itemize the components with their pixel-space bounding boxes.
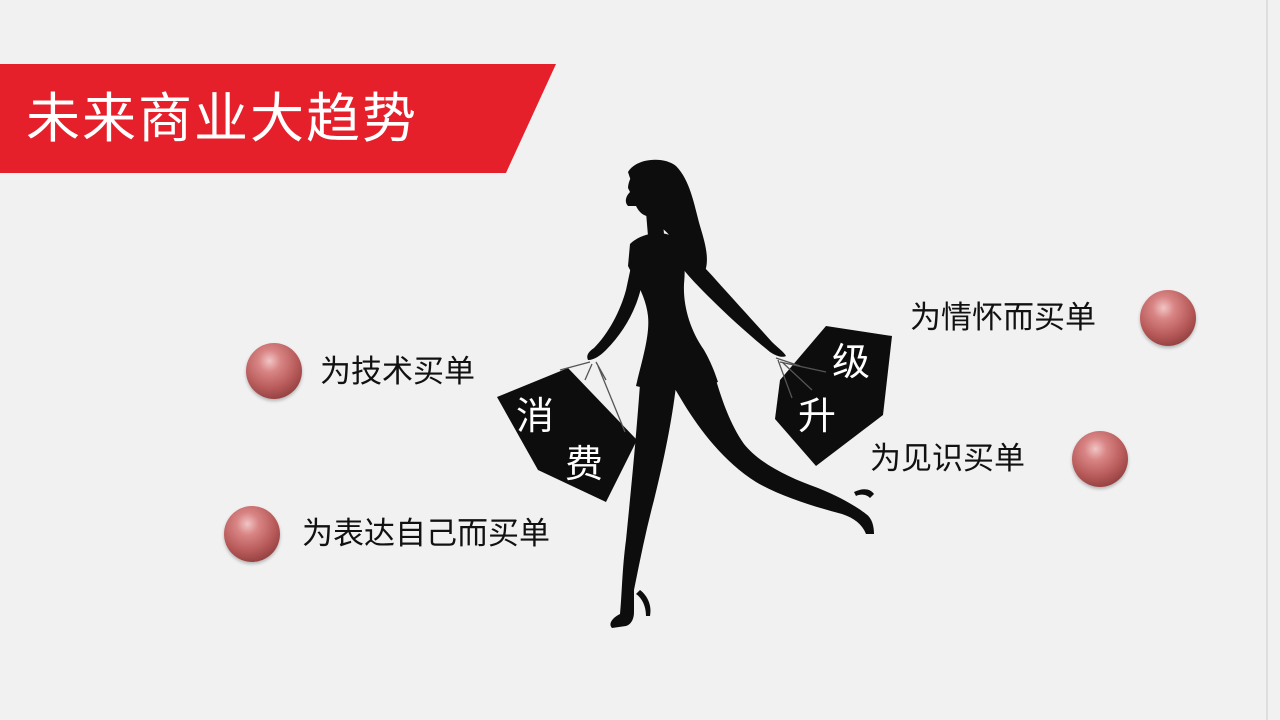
right-arm: [676, 250, 786, 357]
bag-left-char-bottom: 费: [565, 442, 604, 486]
front-leg: [610, 384, 676, 628]
right-shopping-bag: [775, 326, 892, 466]
bag-right-char-top: 级: [832, 340, 871, 384]
slide-title: 未来商业大趋势: [26, 87, 418, 150]
right-item-1-label: 为情怀而买单: [910, 300, 1096, 336]
dress: [628, 233, 718, 390]
bullet-ball-icon: [224, 506, 280, 562]
left-item-1-label: 为技术买单: [320, 354, 475, 390]
left-shopping-bag: [497, 368, 637, 502]
title-banner: [0, 64, 556, 173]
slide-edge-divider: [1266, 0, 1268, 720]
left-arm: [587, 262, 642, 360]
left-item-2-label: 为表达自己而买单: [302, 516, 550, 552]
bullet-ball-icon: [246, 343, 302, 399]
bag-right-char-bottom: 升: [798, 394, 837, 438]
head: [625, 163, 672, 217]
back-leg: [672, 380, 874, 534]
bag-left-char-top: 消: [516, 394, 555, 438]
right-item-2-label: 为见识买单: [870, 441, 1025, 477]
bullet-ball-icon: [1140, 290, 1196, 346]
bullet-ball-icon: [1072, 431, 1128, 487]
